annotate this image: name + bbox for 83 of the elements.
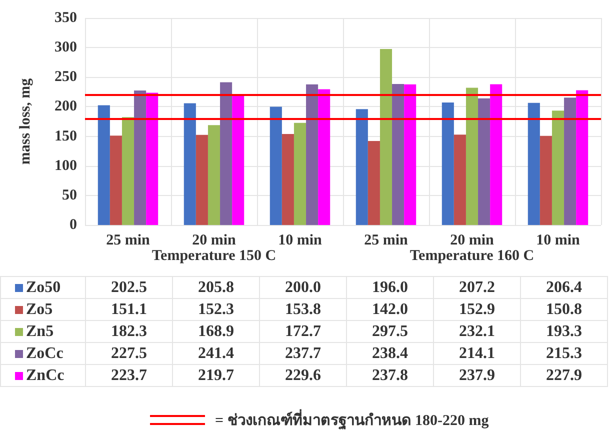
y-tick-label: 100 (54, 158, 77, 174)
bar (392, 84, 404, 225)
data-label: 297.5 (346, 320, 434, 342)
bar (318, 89, 330, 225)
bar (98, 105, 110, 225)
data-label: 152.9 (434, 298, 520, 320)
text: Temperature 160 C (408, 248, 536, 265)
bar (122, 117, 134, 225)
data-label: 241.4 (172, 342, 260, 364)
y-tick-label: 200 (54, 98, 77, 115)
text: Temperature 150 C (150, 248, 278, 265)
bar (552, 110, 564, 225)
x-tick-label: 25 min (364, 232, 409, 248)
bar (466, 88, 478, 225)
bar (528, 102, 540, 225)
data-label: 227.5 (86, 342, 172, 364)
data-label: 219.7 (172, 364, 260, 386)
data-label: 227.9 (520, 364, 608, 386)
data-label: 215.3 (520, 342, 608, 364)
y-tick-label: 50 (62, 187, 77, 204)
legend-label: = ช่วงเกณฑ์ที่มาตรฐานกำหนด 180-220 mg (215, 408, 489, 432)
data-label: 229.6 (260, 364, 346, 386)
y-tick-label: 300 (54, 40, 77, 56)
bar (294, 122, 306, 225)
data-label: 202.5 (86, 276, 172, 298)
bar (356, 109, 368, 225)
data-label: 193.3 (520, 320, 608, 342)
bar (232, 95, 244, 225)
data-label: 153.8 (260, 298, 346, 320)
bar (442, 102, 454, 225)
bar (380, 49, 392, 225)
data-label: 223.7 (86, 364, 172, 386)
bar (220, 82, 232, 225)
data-label: 172.7 (260, 320, 346, 342)
x-tick-label: 20 min (450, 232, 495, 248)
legend-label: Zn5 (0, 320, 86, 342)
y-tick-label: 250 (54, 69, 77, 86)
data-label: 238.4 (346, 342, 434, 364)
bar (540, 136, 552, 225)
x-tick-label: 10 min (278, 232, 323, 248)
data-label: 214.1 (434, 342, 520, 364)
bar (282, 134, 294, 225)
bar (478, 98, 490, 225)
legend-label: ZoCc (0, 342, 86, 364)
data-label: 207.2 (434, 276, 520, 298)
bar (404, 84, 416, 225)
bar (208, 125, 220, 225)
y-tick-label: 0 (70, 217, 77, 233)
bar (184, 103, 196, 225)
data-label: 151.1 (86, 298, 172, 320)
bar (306, 84, 318, 225)
bar (454, 134, 466, 225)
bar (368, 141, 380, 225)
bar (490, 84, 502, 225)
legend-label: Zo5 (0, 298, 86, 320)
data-label: 150.8 (520, 298, 608, 320)
x-tick-label: 25 min (106, 232, 151, 248)
legend-label: Zo50 (0, 276, 86, 298)
data-label: 237.9 (434, 364, 520, 386)
bar (146, 92, 158, 225)
x-tick-label: 10 min (536, 232, 581, 248)
bar (576, 90, 588, 225)
data-label: 142.0 (346, 298, 434, 320)
data-label: 200.0 (260, 276, 346, 298)
data-label: 196.0 (346, 276, 434, 298)
bar (564, 98, 576, 225)
data-label: 152.3 (172, 298, 260, 320)
data-label: 206.4 (520, 276, 608, 298)
data-label: 237.8 (346, 364, 434, 386)
data-label: 182.3 (86, 320, 172, 342)
y-tick-label: 350 (54, 10, 77, 26)
data-label: 232.1 (434, 320, 520, 342)
y-tick-label: 150 (54, 128, 77, 144)
legend-label: ZnCc (0, 364, 86, 386)
x-tick-label: 20 min (192, 232, 237, 248)
data-label: 237.7 (260, 342, 346, 364)
bar (110, 136, 122, 225)
y-axis-title: mass loss, mg (18, 78, 34, 165)
bar (196, 134, 208, 225)
bar (134, 90, 146, 225)
bar (270, 106, 282, 225)
data-label: 205.8 (172, 276, 260, 298)
data-label: 168.9 (172, 320, 260, 342)
